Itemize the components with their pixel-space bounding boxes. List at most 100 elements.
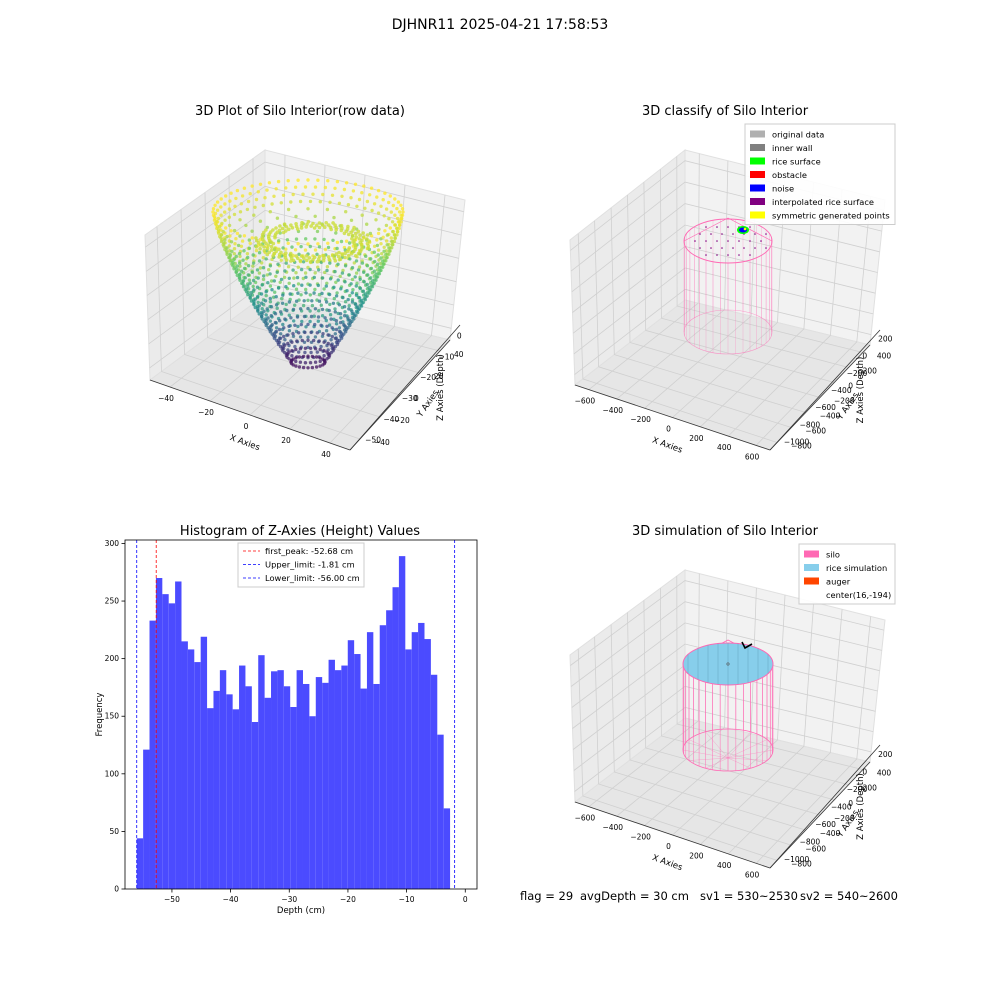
p1-point [285, 308, 289, 313]
p2-y-tick-label: 0 [848, 382, 853, 391]
p1-point [360, 238, 364, 243]
p1-point [364, 254, 368, 258]
p1-z-axis-label: Z Axies (Depth) [436, 354, 446, 421]
p2-y-axis-line [769, 344, 871, 451]
p1-point [367, 291, 371, 295]
p1-point [265, 225, 269, 230]
p4-grid-z [572, 643, 878, 729]
p1-point [308, 361, 313, 365]
p1-point [334, 294, 339, 298]
p2-y-tick-label: 400 [877, 352, 892, 361]
p1-point [232, 212, 237, 217]
p1-point [262, 230, 266, 235]
p1-point [310, 365, 315, 370]
p2-grid-y [627, 194, 821, 398]
p1-point [334, 228, 338, 232]
p1-point [286, 341, 290, 346]
p1-point [393, 223, 397, 227]
p1-point [323, 316, 327, 320]
p1-point [325, 357, 329, 361]
p1-axes-box: −40−2002040−40−20020400−10−20−30−40−50X … [144, 149, 466, 459]
p1-point [229, 229, 233, 233]
p1-point [350, 236, 354, 241]
p1-point [372, 250, 376, 254]
p2-grid-y [643, 182, 835, 383]
p1-point [303, 248, 308, 252]
p1-point [317, 225, 322, 230]
p1-point [274, 274, 278, 278]
p1-point [311, 221, 315, 226]
p3-bars [136, 556, 451, 889]
p1-point [251, 264, 255, 268]
p1-point [290, 340, 294, 344]
p1-point [325, 268, 329, 273]
p1-point [289, 316, 293, 320]
p1-point [375, 238, 379, 242]
p4-z-tick-label: −400 [831, 803, 852, 812]
p1-point [353, 182, 358, 186]
p1-point [232, 228, 237, 233]
p2-surface-point [727, 240, 729, 242]
p1-point [383, 191, 387, 195]
p2-grid-y [676, 156, 863, 353]
p1-point [270, 323, 274, 327]
p1-point [238, 254, 242, 259]
p2-x-tick-label: −400 [602, 406, 623, 415]
p1-point [250, 236, 254, 240]
panel1-title: 3D Plot of Silo Interior(row data) [195, 104, 405, 119]
p1-point [377, 265, 382, 270]
p1-point [322, 349, 326, 353]
p1-point [340, 271, 345, 275]
p1-point [297, 355, 302, 359]
p1-y-tick-label: 20 [434, 372, 444, 381]
p1-point [387, 217, 391, 221]
p1-point [290, 226, 295, 230]
p3-y-tick-label: 200 [105, 654, 120, 663]
p1-point [306, 306, 310, 311]
p1-point [362, 280, 366, 284]
p1-point [257, 271, 262, 275]
p2-classified-cluster [737, 226, 749, 234]
histogram-bar [373, 683, 380, 889]
p1-point [304, 291, 308, 295]
p1-point [381, 198, 385, 202]
p1-point [350, 277, 355, 282]
p1-point [335, 246, 339, 251]
p1-point [336, 262, 340, 266]
p1-point [306, 354, 310, 358]
histogram-bar [328, 659, 335, 889]
p1-point [278, 280, 282, 284]
p1-point [354, 271, 359, 275]
p1-point [256, 294, 260, 299]
p2-surface-point [738, 240, 740, 242]
p1-point [287, 300, 292, 304]
p1-grid-x [249, 174, 366, 416]
p2-legend-swatch [750, 198, 765, 205]
p1-point [258, 182, 263, 186]
p1-point [376, 231, 381, 236]
p1-point [264, 293, 268, 298]
p1-point [281, 322, 285, 327]
p1-point [234, 254, 238, 259]
p1-point [283, 269, 287, 273]
p1-point [369, 266, 374, 271]
p1-point [294, 299, 299, 303]
p1-point [392, 239, 397, 244]
p1-point [390, 239, 394, 244]
p1-point [233, 204, 237, 208]
p2-z-tick-label: −400 [831, 386, 852, 395]
p1-point [286, 265, 291, 269]
p1-point [220, 221, 224, 226]
p1-point [357, 265, 362, 269]
p1-point [267, 181, 272, 185]
p1-point [294, 356, 298, 360]
histogram-bar [347, 640, 355, 889]
p1-x-axis-line [149, 379, 351, 451]
p1-point [308, 293, 312, 297]
p1-point [266, 316, 270, 320]
p1-point [268, 210, 272, 214]
p1-point [244, 290, 249, 294]
p1-point [300, 338, 304, 343]
p1-point [395, 226, 399, 230]
histogram-bar [411, 632, 419, 889]
